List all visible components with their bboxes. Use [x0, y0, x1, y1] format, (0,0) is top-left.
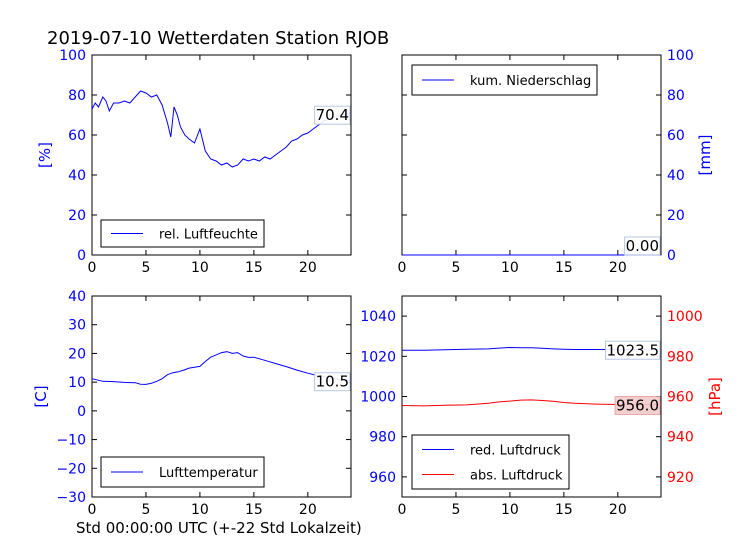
y-tick-label: 0 [77, 248, 86, 264]
y-axis-label: [%] [36, 142, 54, 168]
last-value-box [605, 340, 661, 360]
x-tick-label: 0 [398, 502, 407, 518]
y-tick-label: 1000 [360, 390, 396, 406]
last-value-box [314, 105, 351, 125]
y-tick-label: 1000 [667, 309, 703, 325]
y-axis-label: [mm] [696, 135, 714, 176]
legend-label: abs. Luftdruck [470, 469, 563, 484]
x-tick-label: 10 [501, 502, 519, 518]
y-tick-label: 40 [667, 168, 685, 184]
y-tick-label: 30 [68, 318, 86, 334]
last-value-box [314, 372, 351, 392]
y-tick-label: 0 [77, 404, 86, 420]
x-tick-label: 10 [191, 502, 209, 518]
panel-top-right: 0 5 10 15 20 0 20 40 60 80 100 [mm] 0.00 kum. Nieders… [398, 48, 714, 276]
legend: red. Luftdruck abs. Luftdruck [411, 434, 570, 490]
y-tick-label: −20 [56, 461, 86, 477]
legend: rel. Luftfeuchte [100, 219, 265, 248]
x-tick-label: 15 [555, 260, 573, 276]
y-tick-label: 100 [59, 48, 86, 64]
y-tick-label: 80 [667, 88, 685, 104]
legend: kum. Niederschlag [411, 64, 598, 96]
plot-frame [91, 295, 352, 498]
y-tick-label: 60 [667, 128, 685, 144]
x-tick-label: 10 [191, 260, 209, 276]
y-tick-label: −10 [56, 433, 86, 449]
y-tick-label: 100 [667, 48, 694, 64]
y-tick-label: 80 [68, 88, 86, 104]
panel-bottom-left: 0 5 10 15 20 −30 −20 −10 0 10 20 30 40 [C] 10.5 Lufttem… [32, 289, 352, 518]
y-tick-label: 20 [667, 208, 685, 224]
y-tick-label: 10 [68, 375, 86, 391]
y-axis-label: [hPa] [706, 377, 724, 416]
x-tick-label: 5 [451, 260, 460, 276]
legend-label: Lufttemperatur [159, 466, 258, 481]
y-tick-label: 960 [667, 390, 694, 406]
y-tick-label: 1020 [360, 349, 396, 365]
last-value-label: 1023.5 [607, 341, 660, 359]
panel-bottom-right: 0 5 10 15 20 960 980 1000 1020 1040 920 940 960 980 10… [360, 295, 724, 518]
last-value-label: 0.00 [626, 237, 659, 255]
legend-label: red. Luftdruck [470, 444, 561, 459]
y-tick-label: 40 [68, 289, 86, 305]
x-tick-label: 5 [141, 260, 150, 276]
figure-xlabel: Std 00:00:00 UTC (+-22 Std Lokalzeit) [76, 519, 362, 537]
y-tick-label: 980 [369, 430, 396, 446]
legend-frame [411, 434, 570, 490]
series-line-1 [91, 351, 352, 385]
last-value-box [624, 236, 661, 256]
plot-frame [91, 54, 352, 256]
x-tick-label: 5 [451, 502, 460, 518]
x-tick-label: 10 [501, 260, 519, 276]
x-tick-label: 15 [555, 502, 573, 518]
last-value-label: 10.5 [316, 373, 349, 391]
x-tick-label: 5 [141, 502, 150, 518]
y-tick-label: 20 [68, 346, 86, 362]
last-value-label: 70.4 [316, 106, 349, 124]
last-value-label: 956.0 [616, 397, 659, 415]
series-line-2 [401, 399, 661, 407]
x-tick-label: 0 [88, 260, 97, 276]
y-tick-label: 920 [667, 470, 694, 486]
x-tick-label: 20 [299, 260, 317, 276]
legend: Lufttemperatur [100, 456, 265, 488]
last-value-box [614, 396, 661, 416]
x-tick-label: 0 [88, 502, 97, 518]
y-tick-label: 20 [68, 208, 86, 224]
x-tick-label: 15 [245, 502, 263, 518]
y-tick-label: 980 [667, 349, 694, 365]
x-tick-label: 20 [609, 260, 627, 276]
series-line-1 [91, 90, 352, 168]
x-tick-label: 0 [398, 260, 407, 276]
y-tick-label: 40 [68, 168, 86, 184]
y-tick-label: 960 [369, 470, 396, 486]
y-tick-label: 0 [667, 248, 676, 264]
y-tick-label: −30 [56, 490, 86, 506]
y-tick-label: 1040 [360, 309, 396, 325]
x-tick-label: 20 [609, 502, 627, 518]
panel-top-left: 0 5 10 15 20 0 20 40 60 80 100 [%] 70.4 rel. Luftfeuc… [36, 48, 352, 276]
y-axis-label: [C] [32, 385, 50, 407]
series-line-1 [402, 346, 661, 351]
x-tick-label: 20 [299, 502, 317, 518]
x-tick-label: 15 [245, 260, 263, 276]
y-tick-label: 940 [667, 430, 694, 446]
legend-label: kum. Niederschlag [470, 74, 591, 89]
legend-label: rel. Luftfeuchte [159, 228, 258, 243]
figure-title: 2019-07-10 Wetterdaten Station RJOB [47, 28, 389, 49]
y-tick-label: 60 [68, 128, 86, 144]
